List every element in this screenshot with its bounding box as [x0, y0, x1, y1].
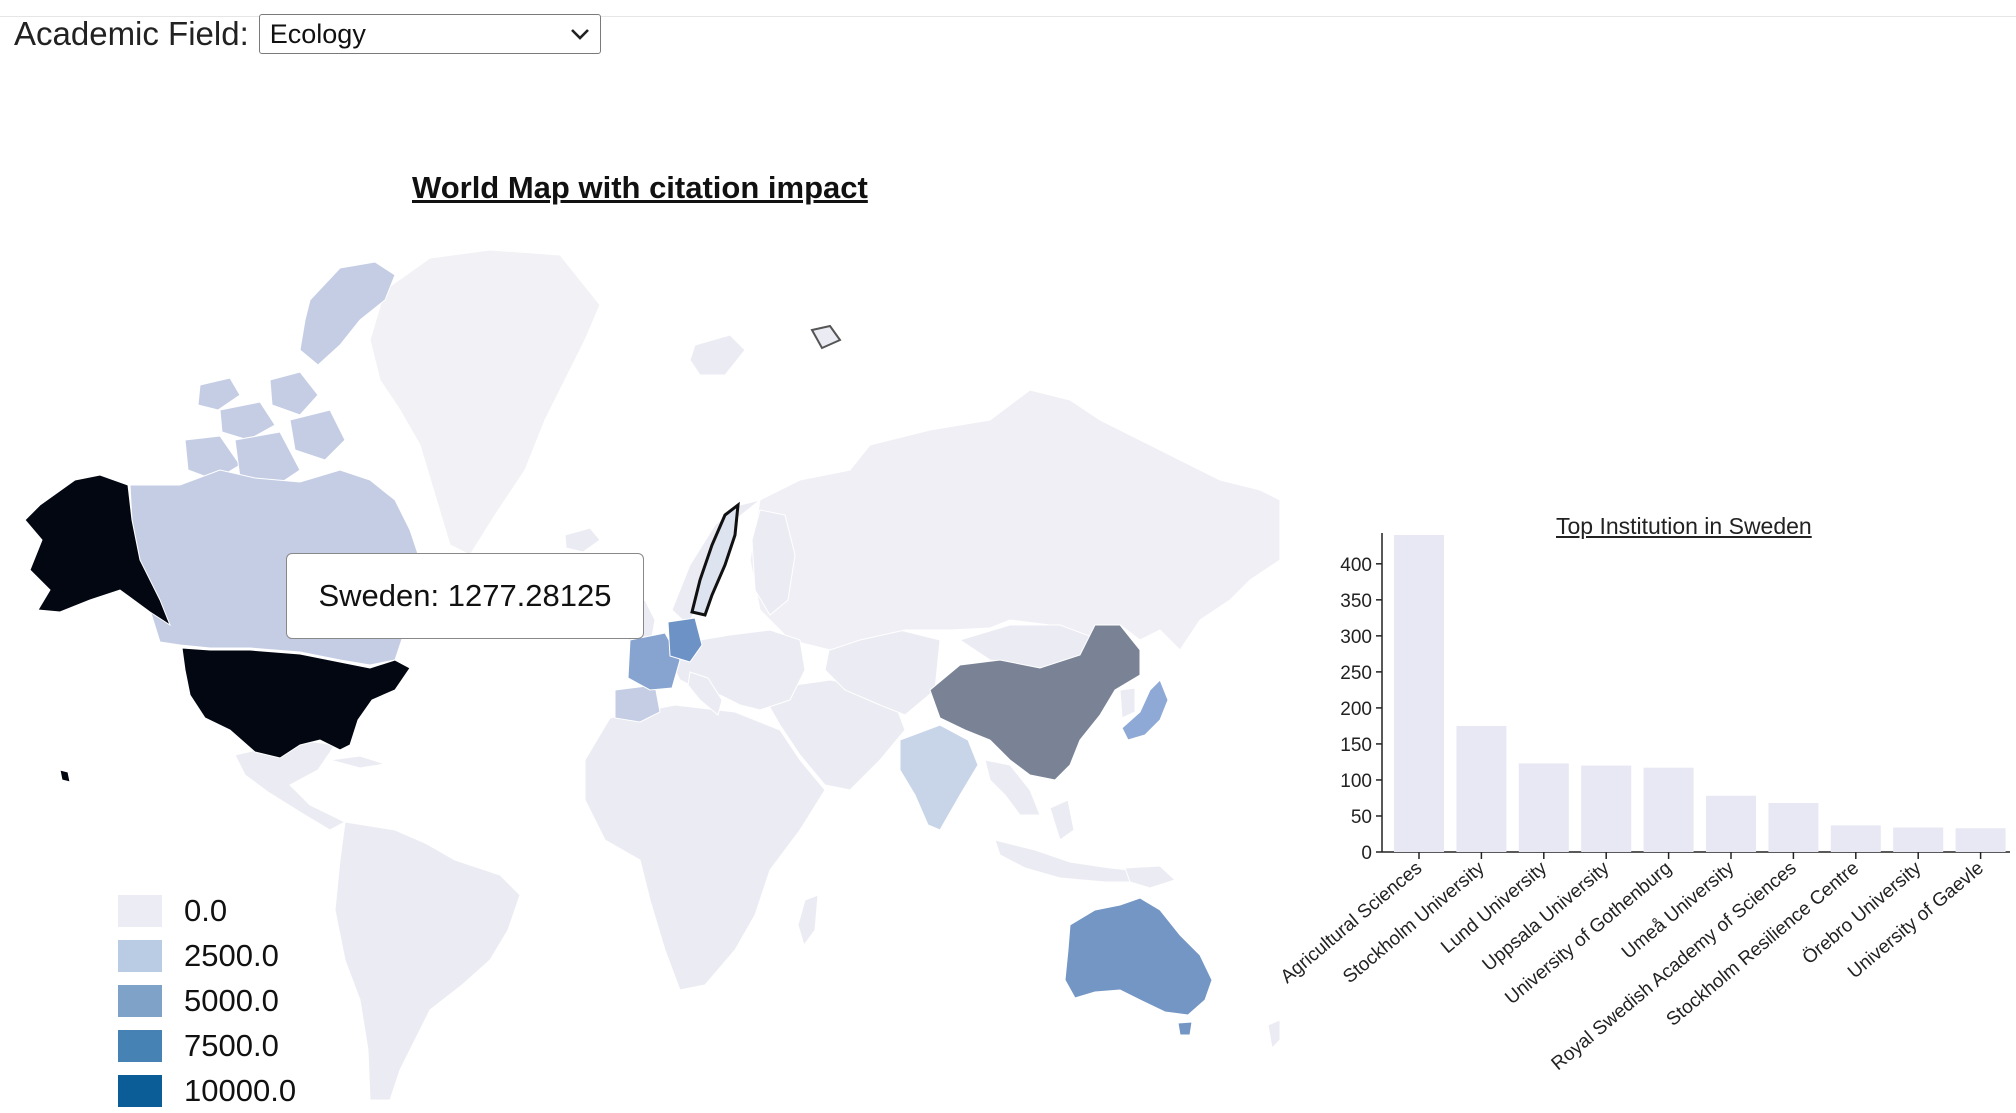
country-korea[interactable]: [1119, 687, 1136, 719]
bar[interactable]: [1830, 825, 1881, 852]
academic-field-select[interactable]: Ecology: [258, 14, 601, 54]
map-tooltip: Sweden: 1277.28125: [286, 553, 644, 639]
bar[interactable]: [1893, 827, 1944, 852]
legend-label: 0.0: [184, 892, 228, 928]
country-canada-islands-6[interactable]: [234, 431, 301, 491]
bar[interactable]: [1706, 795, 1756, 852]
country-japan[interactable]: [1121, 679, 1169, 741]
y-tick-label: 100: [1340, 771, 1372, 792]
y-tick-label: 200: [1340, 699, 1372, 720]
world-map: [0, 230, 1280, 1105]
bar[interactable]: [1581, 765, 1632, 852]
country-india[interactable]: [899, 724, 979, 831]
country-canada-islands-4[interactable]: [269, 371, 319, 416]
country-new-guinea[interactable]: [1124, 865, 1176, 889]
x-tick-label: Lund University: [1437, 857, 1551, 958]
country-finland[interactable]: [751, 509, 796, 616]
country-usa[interactable]: [181, 647, 411, 759]
country-hawaii[interactable]: [59, 769, 71, 783]
country-italy[interactable]: [687, 671, 723, 716]
country-australia[interactable]: [1064, 897, 1213, 1016]
country-germany[interactable]: [667, 617, 703, 663]
bar-chart-title: Top Institution in Sweden: [1556, 513, 1812, 539]
country-canada-islands-2[interactable]: [197, 377, 241, 411]
map-title: World Map with citation impact: [412, 170, 868, 205]
country-canada-islands-7[interactable]: [289, 409, 346, 461]
country-iceland[interactable]: [564, 527, 601, 553]
country-sweden[interactable]: [690, 501, 740, 617]
top-border: [0, 0, 2016, 17]
legend-item: 7500.0: [118, 1023, 296, 1068]
country-new-zealand[interactable]: [1267, 1019, 1280, 1050]
y-tick-label: 0: [1361, 843, 1372, 864]
country-mexico[interactable]: [234, 739, 347, 831]
y-tick-label: 350: [1340, 591, 1372, 612]
country-china[interactable]: [929, 624, 1141, 781]
country-madagascar[interactable]: [797, 894, 819, 947]
legend-item: 10000.0: [118, 1068, 296, 1113]
country-tasmania[interactable]: [1177, 1021, 1193, 1036]
country-africa[interactable]: [584, 704, 826, 991]
country-franz-josef[interactable]: [810, 324, 842, 350]
country-central-asia[interactable]: [824, 629, 941, 716]
legend-item: 5000.0: [118, 978, 296, 1023]
country-russia[interactable]: [749, 389, 1280, 651]
y-tick-label: 50: [1351, 807, 1372, 828]
bar[interactable]: [1955, 828, 2006, 852]
bar-chart: 0 50 100 150 200 250 300 350 400 Agricultural Sci…: [1270, 520, 2016, 1105]
y-tick-label: 300: [1340, 627, 1372, 648]
legend-label: 7500.0: [184, 1027, 279, 1063]
academic-field-filter: Academic Field: Ecology: [14, 12, 601, 56]
chevron-down-icon: [570, 29, 589, 40]
country-canada-islands-3[interactable]: [219, 401, 276, 441]
country-greenland[interactable]: [369, 249, 601, 556]
academic-field-selected-value: Ecology: [269, 18, 366, 49]
country-svalbard[interactable]: [689, 334, 746, 376]
academic-field-label: Academic Field:: [14, 15, 249, 52]
legend-item: 2500.0: [118, 933, 296, 978]
map-legend: 0.0 2500.0 5000.0 7500.0 10000.0: [118, 888, 296, 1113]
bar[interactable]: [1518, 763, 1569, 852]
country-southeast-asia[interactable]: [984, 759, 1041, 816]
y-tick-label: 150: [1340, 735, 1372, 756]
country-philippines[interactable]: [1049, 799, 1075, 841]
y-tick-label: 400: [1340, 555, 1372, 576]
legend-swatch: [118, 1029, 162, 1062]
legend-swatch: [118, 894, 162, 927]
country-south-america[interactable]: [334, 821, 521, 1101]
country-france[interactable]: [627, 632, 681, 691]
legend-item: 0.0: [118, 888, 296, 933]
bar[interactable]: [1456, 725, 1507, 852]
country-alaska[interactable]: [24, 474, 172, 627]
country-caribbean[interactable]: [329, 755, 386, 769]
bar[interactable]: [1768, 803, 1819, 852]
y-tick-label: 250: [1340, 663, 1372, 684]
bar[interactable]: [1394, 535, 1444, 852]
x-tick-label: Umeå University: [1618, 857, 1739, 963]
bar[interactable]: [1643, 767, 1694, 852]
legend-swatch: [118, 1074, 162, 1107]
legend-label: 5000.0: [184, 982, 279, 1018]
world-map-svg: [24, 249, 1280, 1101]
legend-swatch: [118, 939, 162, 972]
country-canada-islands[interactable]: [299, 261, 396, 366]
legend-swatch: [118, 984, 162, 1017]
country-indonesia[interactable]: [994, 839, 1151, 883]
legend-label: 2500.0: [184, 937, 279, 973]
legend-label: 10000.0: [184, 1072, 297, 1108]
